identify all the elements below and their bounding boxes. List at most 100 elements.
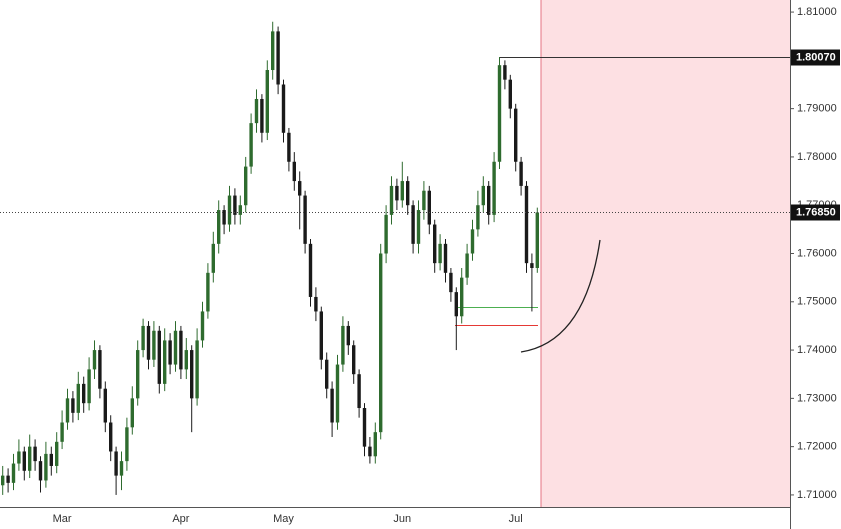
- candle-body: [65, 398, 70, 423]
- candle-body: [325, 359, 329, 389]
- y-tick-label: 1.76000: [797, 247, 837, 259]
- candle-body: [465, 253, 469, 278]
- candle-body: [71, 398, 75, 413]
- y-tick-label: 1.74000: [797, 344, 837, 356]
- price-label-box: [791, 49, 840, 66]
- candle-body: [530, 263, 534, 268]
- candle-body: [200, 311, 205, 341]
- candle-body: [238, 205, 242, 215]
- candle-body: [157, 330, 161, 384]
- candle-body: [163, 340, 167, 384]
- candle-body: [55, 441, 59, 466]
- candle-body: [487, 185, 491, 215]
- candle-body: [130, 398, 134, 428]
- candle-body: [98, 350, 102, 389]
- candle-body: [352, 345, 356, 375]
- candle-body: [119, 461, 124, 476]
- candle-body: [281, 84, 286, 133]
- candle-body: [11, 463, 16, 483]
- candle-body: [173, 330, 178, 365]
- candle-body: [233, 195, 237, 215]
- y-tick-label: 1.81000: [797, 6, 837, 18]
- candle-body: [503, 65, 507, 80]
- candle-body: [152, 330, 156, 360]
- candle-body: [6, 475, 10, 483]
- candle-body: [416, 210, 421, 244]
- candle-body: [92, 350, 97, 370]
- candle-body: [443, 243, 448, 273]
- candle-body: [44, 453, 48, 481]
- candle-body: [406, 181, 410, 206]
- projection-curve: [520, 239, 601, 353]
- candle-body: [28, 446, 32, 471]
- candle-body: [76, 383, 80, 413]
- x-tick-label: Apr: [172, 513, 189, 525]
- candle-body: [319, 311, 323, 360]
- candle-body: [146, 325, 151, 360]
- candle-body: [373, 432, 377, 457]
- candle-body: [470, 229, 475, 254]
- candle-body: [271, 31, 275, 71]
- candle-body: [384, 214, 388, 254]
- y-tick-label: 1.73000: [797, 392, 837, 404]
- candle-body: [497, 65, 502, 162]
- candle-body: [303, 195, 307, 244]
- candle-body: [211, 243, 215, 273]
- candle-body: [87, 369, 91, 404]
- candle-body: [308, 243, 313, 297]
- candle-body: [179, 330, 183, 370]
- candle-body: [395, 185, 399, 201]
- candle-body: [265, 70, 269, 133]
- candle-body: [476, 205, 480, 230]
- candle-body: [254, 98, 259, 124]
- candle-body: [298, 181, 302, 196]
- candle-body: [17, 451, 21, 464]
- candle-body: [109, 422, 113, 452]
- candle-body: [460, 277, 464, 317]
- candle-body: [287, 132, 291, 162]
- candle-body: [195, 340, 199, 399]
- candle-body: [22, 451, 26, 471]
- x-tick-label: Mar: [53, 513, 72, 525]
- candle-body: [190, 350, 194, 399]
- y-tick-label: 1.72000: [797, 441, 837, 453]
- candle-body: [389, 185, 394, 215]
- candle-body: [168, 340, 172, 365]
- candle-body: [433, 224, 437, 264]
- candle-body: [481, 185, 485, 206]
- candle-body: [260, 98, 264, 133]
- candle-body: [427, 190, 431, 225]
- y-tick-label: 1.79000: [797, 103, 837, 115]
- candle-body: [524, 185, 529, 264]
- x-tick-label: May: [273, 513, 294, 525]
- candle-body: [227, 195, 232, 225]
- candle-body: [314, 296, 318, 312]
- y-tick-label: 1.78000: [797, 151, 837, 163]
- candle-body: [82, 383, 86, 404]
- candle-body: [535, 212, 539, 268]
- y-tick-label: 1.75000: [797, 296, 837, 308]
- candle-body: [136, 350, 140, 399]
- candle-body: [125, 427, 129, 462]
- candle-body: [244, 166, 248, 206]
- price-label: 1.76850: [796, 206, 836, 218]
- candle-body: [341, 325, 345, 365]
- candle-body: [346, 325, 350, 346]
- candle-body: [276, 31, 280, 85]
- candle-body: [60, 422, 64, 442]
- candle-body: [335, 364, 340, 423]
- y-tick-label: 1.71000: [797, 489, 837, 501]
- candle-body: [508, 79, 512, 109]
- candle-body: [249, 123, 253, 167]
- candle-body: [411, 205, 415, 244]
- candle-body: [206, 272, 210, 312]
- candle-body: [184, 350, 188, 370]
- candle-body: [33, 446, 37, 462]
- future-zone: [541, 0, 790, 507]
- candle-body: [422, 190, 426, 211]
- candle-body: [454, 292, 458, 317]
- candle-body: [103, 388, 107, 423]
- candle-body: [292, 161, 296, 182]
- candle-body: [1, 475, 5, 486]
